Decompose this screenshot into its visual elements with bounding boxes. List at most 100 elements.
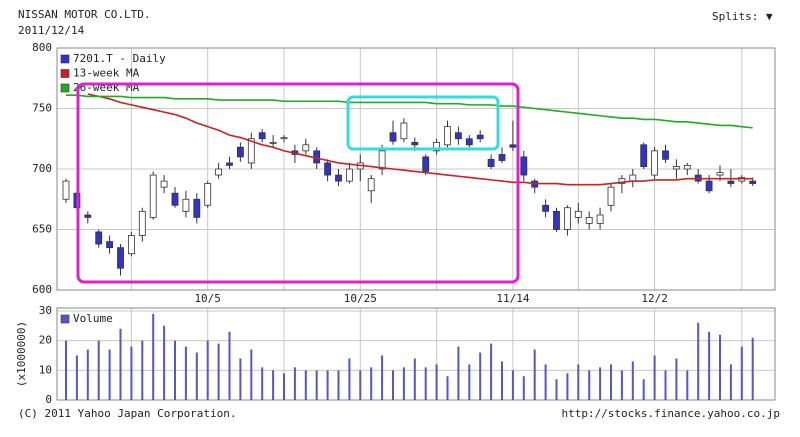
volume-bar bbox=[697, 322, 700, 400]
volume-bar bbox=[108, 349, 111, 400]
candle-body bbox=[269, 141, 277, 144]
volume-bar bbox=[359, 370, 362, 400]
candle-body bbox=[629, 174, 637, 182]
candle-body bbox=[476, 134, 484, 140]
x-tick-label: 12/2 bbox=[641, 292, 668, 305]
volume-bar bbox=[577, 364, 580, 400]
candle-body bbox=[258, 132, 266, 140]
volume-bar bbox=[272, 370, 275, 400]
candle-body bbox=[226, 162, 233, 166]
volume-bar bbox=[250, 349, 253, 400]
candle-body bbox=[716, 172, 724, 176]
volume-bar bbox=[402, 367, 405, 400]
y-axis-label: (x1000000) bbox=[15, 321, 28, 387]
volume-bar bbox=[686, 370, 689, 400]
splits-label[interactable]: Splits: bbox=[712, 10, 758, 23]
candle-body bbox=[236, 146, 244, 158]
candle-body bbox=[149, 174, 157, 218]
volume-bar bbox=[501, 361, 503, 400]
candle-body bbox=[84, 214, 92, 218]
volume-bar bbox=[566, 373, 569, 400]
y-tick-label: 650 bbox=[32, 223, 52, 236]
y-tick-label: 0 bbox=[45, 393, 52, 406]
candle-body bbox=[324, 162, 332, 176]
candle-body bbox=[106, 241, 113, 249]
candle-body bbox=[204, 183, 212, 206]
volume-bar bbox=[141, 340, 144, 400]
legend-swatch bbox=[60, 54, 70, 64]
candle-body bbox=[433, 141, 441, 152]
volume-bar bbox=[413, 358, 416, 400]
volume-bar bbox=[631, 361, 634, 400]
plot-frame bbox=[56, 47, 776, 291]
volume-bar bbox=[555, 379, 558, 400]
volume-bar bbox=[522, 376, 525, 400]
volume-bar bbox=[664, 370, 667, 400]
source-url[interactable]: http://stocks.finance.yahoo.co.jp bbox=[561, 407, 780, 420]
volume-bar bbox=[75, 355, 78, 400]
candle-body bbox=[302, 144, 310, 152]
volume-bar bbox=[86, 349, 89, 400]
volume-bar bbox=[348, 358, 351, 400]
candle-body bbox=[444, 126, 451, 146]
chart-date: 2011/12/14 bbox=[18, 24, 85, 37]
volume-bar bbox=[97, 340, 100, 400]
volume-bar bbox=[588, 370, 591, 400]
candle-body bbox=[727, 180, 735, 184]
volume-bar bbox=[468, 364, 471, 400]
volume-bar bbox=[599, 367, 602, 400]
candle-body bbox=[138, 210, 146, 236]
candle-body bbox=[640, 144, 648, 167]
candle-body bbox=[454, 132, 462, 140]
y-tick-label: 800 bbox=[32, 41, 52, 54]
candle-body bbox=[673, 166, 680, 170]
candle-body bbox=[596, 214, 604, 224]
candle-body bbox=[574, 210, 582, 218]
candle-body bbox=[705, 180, 713, 192]
x-tick-label: 11/14 bbox=[496, 292, 529, 305]
candle-body bbox=[662, 150, 669, 160]
volume-bar bbox=[424, 367, 427, 400]
volume-bar bbox=[337, 370, 340, 400]
candle-body bbox=[400, 122, 408, 140]
volume-bar bbox=[446, 376, 449, 400]
volume-bar bbox=[435, 364, 438, 400]
y-tick-label: 30 bbox=[39, 304, 52, 317]
candle-body bbox=[127, 235, 135, 255]
candle-body bbox=[95, 231, 103, 245]
volume-bar bbox=[239, 358, 242, 400]
volume-bar bbox=[479, 352, 482, 400]
candle-body bbox=[542, 204, 549, 212]
volume-bar bbox=[653, 355, 656, 400]
candle-body bbox=[749, 180, 757, 184]
legend-label: 13-week MA bbox=[73, 67, 140, 80]
candle-body bbox=[498, 154, 506, 161]
plot-frame bbox=[56, 307, 776, 401]
candle-body bbox=[520, 156, 528, 176]
volume-bar bbox=[326, 370, 329, 400]
volume-bar bbox=[293, 367, 296, 400]
volume-bar bbox=[610, 364, 612, 400]
candle-body bbox=[160, 180, 168, 188]
candle-body bbox=[117, 247, 124, 269]
candle-body bbox=[345, 168, 353, 182]
legend-swatch bbox=[60, 69, 70, 78]
y-tick-label: 750 bbox=[32, 102, 52, 115]
volume-bar bbox=[620, 370, 623, 400]
candle-body bbox=[585, 216, 593, 224]
volume-bar bbox=[261, 367, 264, 400]
candle-body bbox=[335, 174, 342, 182]
candle-body bbox=[215, 168, 223, 176]
volume-bar bbox=[65, 340, 67, 400]
splits-icon[interactable]: ▼ bbox=[766, 10, 773, 23]
volume-bar bbox=[370, 367, 373, 400]
volume-bar bbox=[533, 349, 536, 400]
volume-bar bbox=[184, 346, 187, 400]
volume-bar bbox=[315, 370, 318, 400]
candle-body bbox=[465, 138, 473, 146]
plots: 600 650 700 750 800 10/5 10/25 11/14 12/2 7201.T … bbox=[15, 41, 776, 406]
volume-bar bbox=[675, 358, 678, 400]
candle-body bbox=[651, 150, 658, 176]
candle-body bbox=[487, 158, 495, 167]
volume-bar bbox=[544, 364, 547, 400]
